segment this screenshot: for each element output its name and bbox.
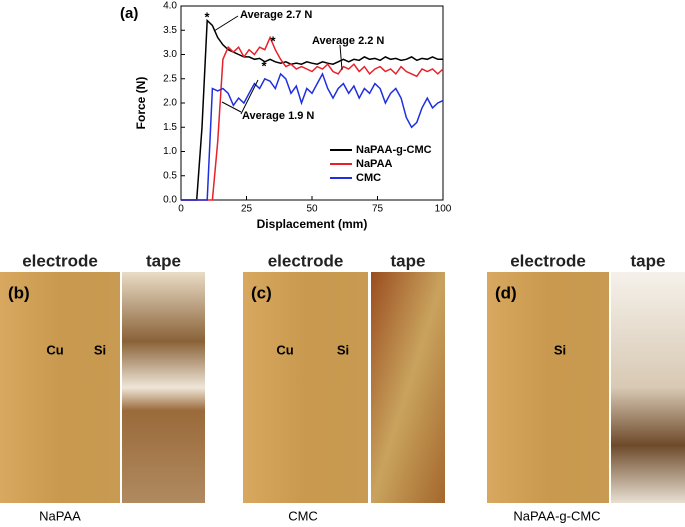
region-label: Cu <box>276 342 293 357</box>
annotation-arrow <box>240 79 259 115</box>
y-tick-label: 2.0 <box>163 98 177 109</box>
annotation-arrow <box>221 101 242 113</box>
region-label: Si <box>337 342 349 357</box>
panel-label: (d) <box>495 283 517 302</box>
annotation-arrow <box>213 15 239 32</box>
series-line <box>181 18 443 201</box>
tape-photo <box>611 272 685 503</box>
y-axis-title: Force (N) <box>134 77 148 130</box>
y-tick-label: 2.5 <box>163 73 177 84</box>
y-tick-label: 0.0 <box>163 195 177 206</box>
column-header: electrode <box>510 251 586 270</box>
electrode-photo <box>243 272 368 503</box>
region-label: Si <box>554 342 566 357</box>
x-tick-label: 25 <box>241 204 253 215</box>
annotation: * <box>204 9 210 24</box>
column-header: tape <box>391 251 426 270</box>
panel-label: (c) <box>251 283 272 302</box>
annotation: Average 2.7 N <box>240 9 312 21</box>
series-line <box>181 72 444 201</box>
x-axis-title: Displacement (mm) <box>257 217 368 231</box>
y-tick-label: 3.5 <box>163 25 177 36</box>
x-tick-label: 50 <box>306 204 318 215</box>
column-header: tape <box>631 251 666 270</box>
panel-label: (a) <box>120 5 138 22</box>
panel-label: (b) <box>8 283 30 302</box>
x-tick-label: 100 <box>435 204 452 215</box>
tape-photo <box>371 272 445 503</box>
annotation: * <box>270 33 276 48</box>
x-tick-label: 75 <box>372 204 384 215</box>
y-tick-label: 1.5 <box>163 122 177 133</box>
electrode-photo <box>0 272 120 503</box>
legend-label: NaPAA <box>356 158 393 170</box>
tape-photo <box>122 272 205 503</box>
legend-label: NaPAA-g-CMC <box>356 144 432 156</box>
caption: CMC <box>288 508 318 523</box>
caption: NaPAA <box>39 508 81 523</box>
region-label: Cu <box>46 342 63 357</box>
y-tick-label: 4.0 <box>163 1 177 12</box>
column-header: tape <box>146 251 181 270</box>
x-tick-label: 0 <box>178 204 184 215</box>
legend-label: CMC <box>356 172 381 184</box>
region-label: Si <box>94 342 106 357</box>
y-tick-label: 1.0 <box>163 146 177 157</box>
annotation: Average 2.2 N <box>312 35 384 47</box>
column-header: electrode <box>22 251 98 270</box>
annotation: Average 1.9 N <box>242 110 314 122</box>
series-line <box>181 35 444 201</box>
annotation-arrow <box>339 44 343 71</box>
annotation: * <box>261 58 267 73</box>
y-tick-label: 0.5 <box>163 170 177 181</box>
y-tick-label: 3.0 <box>163 49 177 60</box>
electrode-photo <box>487 272 609 503</box>
column-header: electrode <box>268 251 344 270</box>
caption: NaPAA-g-CMC <box>513 508 600 523</box>
